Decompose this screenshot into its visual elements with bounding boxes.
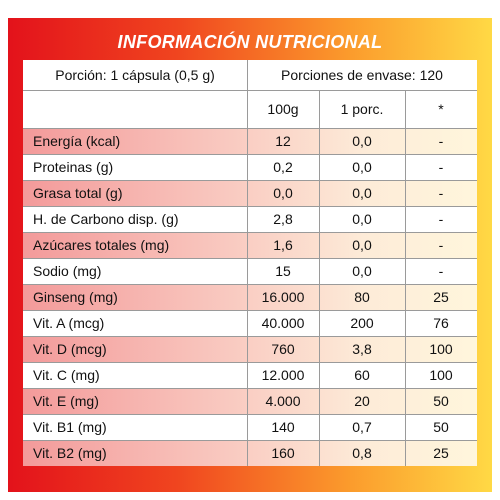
cell-value: 140 bbox=[271, 419, 295, 435]
cell-value: 0,7 bbox=[352, 419, 372, 435]
divider bbox=[23, 232, 477, 233]
divider bbox=[23, 310, 477, 311]
cell-value: 3,8 bbox=[352, 341, 372, 357]
divider bbox=[23, 128, 477, 129]
cell-value: 100 bbox=[429, 341, 453, 357]
row-shade bbox=[23, 232, 477, 258]
cell-value: 200 bbox=[350, 315, 374, 331]
cell-value: 12 bbox=[275, 133, 291, 149]
cell-value: 12.000 bbox=[261, 367, 305, 383]
cell-value: 80 bbox=[354, 289, 370, 305]
cell-value: 160 bbox=[271, 445, 295, 461]
row-label: Vit. A (mcg) bbox=[33, 315, 105, 331]
cell-value: 25 bbox=[433, 445, 449, 461]
cell-value: 0,2 bbox=[273, 159, 293, 175]
divider bbox=[23, 180, 477, 181]
cell-value: 760 bbox=[271, 341, 295, 357]
row-label: Vit. B2 (mg) bbox=[33, 445, 107, 461]
cell-value: 60 bbox=[354, 367, 370, 383]
row-label: Grasa total (g) bbox=[33, 185, 123, 201]
divider bbox=[247, 60, 248, 90]
cell-value: - bbox=[438, 159, 444, 175]
row-label: Azúcares totales (mg) bbox=[33, 237, 170, 253]
row-label: Vit. D (mcg) bbox=[33, 341, 107, 357]
row-label: Proteinas (g) bbox=[33, 159, 114, 175]
cell-value: - bbox=[438, 211, 444, 227]
divider bbox=[319, 90, 320, 466]
cell-value: 16.000 bbox=[261, 289, 305, 305]
divider bbox=[23, 414, 477, 415]
cell-value: 25 bbox=[433, 289, 449, 305]
cell-value: - bbox=[438, 237, 444, 253]
servings: Porciones de envase: 120 bbox=[281, 67, 443, 83]
row-shade bbox=[23, 336, 477, 362]
cell-value: 20 bbox=[354, 393, 370, 409]
cell-value: 15 bbox=[275, 263, 291, 279]
divider bbox=[23, 336, 477, 337]
divider bbox=[23, 206, 477, 207]
cell-value: 100 bbox=[429, 367, 453, 383]
cell-value: 2,8 bbox=[273, 211, 293, 227]
row-label: Vit. C (mg) bbox=[33, 367, 100, 383]
divider bbox=[23, 388, 477, 389]
table-panel: Porción: 1 cápsula (0,5 g) Porciones de … bbox=[23, 60, 477, 466]
cell-value: 40.000 bbox=[261, 315, 305, 331]
cell-value: 0,0 bbox=[352, 159, 372, 175]
row-label: Vit. E (mg) bbox=[33, 393, 99, 409]
divider bbox=[23, 90, 477, 91]
cell-value: 50 bbox=[433, 393, 449, 409]
divider bbox=[23, 362, 477, 363]
column-header: 100g bbox=[267, 101, 299, 117]
column-header: * bbox=[438, 101, 444, 117]
cell-value: 0,0 bbox=[352, 185, 372, 201]
cell-value: - bbox=[438, 185, 444, 201]
cell-value: 0,0 bbox=[352, 263, 372, 279]
cell-value: 1,6 bbox=[273, 237, 293, 253]
row-shade bbox=[23, 388, 477, 414]
cell-value: 50 bbox=[433, 419, 449, 435]
cell-value: 4.000 bbox=[265, 393, 301, 409]
cell-value: 76 bbox=[433, 315, 449, 331]
row-label: Vit. B1 (mg) bbox=[33, 419, 107, 435]
row-label: Energía (kcal) bbox=[33, 133, 121, 149]
title: INFORMACIÓN NUTRICIONAL bbox=[117, 32, 383, 52]
row-label: H. de Carbono disp. (g) bbox=[33, 211, 179, 227]
column-header: 1 porc. bbox=[340, 101, 384, 117]
cell-value: 0,0 bbox=[273, 185, 293, 201]
divider bbox=[23, 284, 477, 285]
divider bbox=[247, 90, 248, 466]
divider bbox=[23, 440, 477, 441]
portion: Porción: 1 cápsula (0,5 g) bbox=[55, 67, 215, 83]
row-label: Ginseng (mg) bbox=[33, 289, 118, 305]
divider bbox=[405, 90, 406, 466]
row-shade bbox=[23, 284, 477, 310]
cell-value: 0,8 bbox=[352, 445, 372, 461]
row-label: Sodio (mg) bbox=[33, 263, 102, 279]
divider bbox=[23, 154, 477, 155]
row-shade bbox=[23, 440, 477, 466]
cell-value: 0,0 bbox=[352, 133, 372, 149]
cell-value: 0,0 bbox=[352, 211, 372, 227]
row-shade bbox=[23, 128, 477, 154]
row-shade bbox=[23, 180, 477, 206]
divider bbox=[23, 258, 477, 259]
cell-value: 0,0 bbox=[352, 237, 372, 253]
cell-value: - bbox=[438, 133, 444, 149]
cell-value: - bbox=[438, 263, 444, 279]
